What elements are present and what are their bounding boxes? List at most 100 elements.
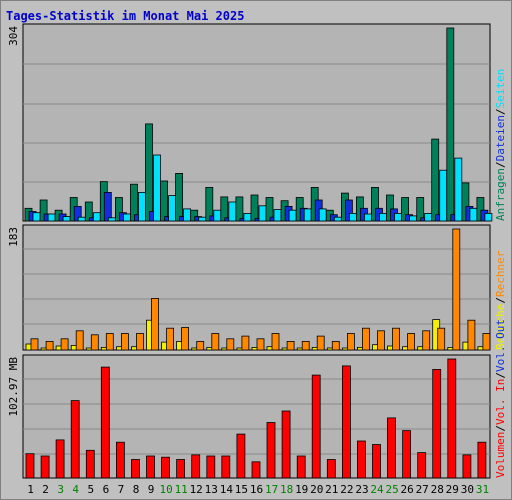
- bar-seiten-day-27: [424, 212, 433, 222]
- bar-anfragen-day-16: [250, 194, 259, 222]
- bar-volumen-day-5: [85, 449, 95, 479]
- bar-anfragen-day-28: [431, 138, 440, 222]
- bar-rechner-day-1: [30, 338, 39, 351]
- bar-volumen-day-23: [356, 440, 366, 479]
- bar-rechner-day-8: [136, 333, 144, 351]
- legend-separator: /: [494, 161, 507, 168]
- bar-rechner-day-18: [286, 340, 295, 351]
- panel-hits-ymax-label: 304: [7, 26, 20, 46]
- bar-seiten-day-16: [258, 205, 267, 222]
- bar-volumen-day-21: [326, 459, 336, 479]
- bar-anfragen-day-8: [130, 183, 138, 222]
- panel-volume-frame: [22, 354, 491, 479]
- x-tick-label-day-30: 30: [461, 483, 474, 496]
- bar-seiten-day-19: [303, 208, 312, 222]
- panel-hits-frame: [22, 23, 491, 222]
- legend-separator: /: [494, 108, 507, 115]
- bar-rechner-day-27: [422, 330, 431, 351]
- bar-anfragen-day-30: [461, 182, 470, 222]
- bar-seiten-day-25: [394, 212, 402, 222]
- bar-rechner-day-24: [377, 330, 385, 351]
- bar-volumen-day-17: [266, 422, 276, 479]
- x-tick-label-day-19: 19: [295, 483, 308, 496]
- bar-anfragen-day-24: [371, 186, 379, 222]
- bar-seiten-day-4: [77, 216, 86, 222]
- panel-hits-legend: Anfragen/Dateien/Seiten: [494, 69, 507, 221]
- bar-rechner-day-20: [316, 335, 325, 351]
- legend-rechner: Rechner: [494, 250, 507, 297]
- bar-volumen-day-10: [161, 456, 171, 479]
- bar-rechner-day-17: [271, 333, 280, 351]
- bar-volumen-day-29: [447, 358, 457, 479]
- bar-volumen-day-11: [176, 459, 186, 479]
- legend-dateien: Dateien: [494, 115, 507, 161]
- x-tick-label-day-7: 7: [118, 483, 125, 496]
- x-tick-label-day-27: 27: [416, 483, 429, 496]
- bar-seiten-day-9: [153, 154, 161, 222]
- legend-seiten: Seiten: [494, 69, 507, 109]
- bar-rechner-day-29: [452, 228, 461, 351]
- legend-separator: /: [494, 372, 507, 379]
- bar-rechner-day-4: [75, 330, 84, 351]
- bar-anfragen-day-5: [84, 201, 93, 222]
- x-tick-label-day-24: 24: [370, 483, 384, 496]
- bar-seiten-day-20: [318, 208, 327, 222]
- x-tick-label-day-31: 31: [476, 483, 489, 496]
- x-tick-label-day-20: 20: [310, 483, 323, 496]
- bar-rechner-day-31: [482, 333, 491, 351]
- panel-hits: 304 Anfragen/Dateien/Seiten: [7, 23, 507, 222]
- bar-rechner-day-10: [166, 327, 175, 351]
- bar-seiten-day-12: [198, 216, 207, 222]
- panel-volume-ymax-label: 102.97 MB: [7, 357, 20, 417]
- x-tick-label-day-6: 6: [103, 483, 110, 496]
- bar-volumen-day-24: [372, 444, 381, 479]
- bar-seiten-day-10: [168, 195, 177, 222]
- x-tick-label-day-26: 26: [400, 483, 413, 496]
- x-tick-label-day-21: 21: [325, 483, 338, 496]
- bar-rechner-day-2: [45, 340, 54, 351]
- x-tick-label-day-22: 22: [340, 483, 353, 496]
- bar-volumen-day-9: [146, 455, 155, 479]
- bar-volumen-day-18: [281, 410, 291, 479]
- panel-visits-legend: Besuche/Rechner: [494, 250, 507, 350]
- x-tick-label-day-18: 18: [280, 483, 293, 496]
- bar-seiten-day-22: [348, 212, 357, 222]
- bar-volumen-day-7: [116, 441, 125, 479]
- bar-seiten-day-17: [273, 209, 282, 222]
- bar-seiten-day-5: [92, 212, 101, 222]
- bar-seiten-day-6: [107, 217, 116, 222]
- bar-volumen-day-3: [55, 439, 65, 479]
- x-tick-label-day-14: 14: [220, 483, 234, 496]
- bar-dateien-day-6: [103, 191, 112, 222]
- x-tick-label-day-25: 25: [385, 483, 398, 496]
- bar-volumen-day-27: [417, 452, 427, 479]
- bar-anfragen-day-7: [115, 197, 123, 222]
- x-tick-label-day-1: 1: [27, 483, 34, 496]
- legend-separator: /: [494, 297, 507, 304]
- bar-volumen-day-2: [40, 455, 50, 479]
- bar-rechner-day-30: [467, 319, 476, 351]
- bar-seiten-day-7: [123, 213, 131, 222]
- legend-besuche: Besuche: [494, 304, 507, 350]
- bar-volumen-day-4: [70, 400, 80, 479]
- bar-anfragen-day-14: [220, 196, 229, 222]
- bar-rechner-day-9: [151, 297, 159, 351]
- bar-anfragen-day-31: [476, 197, 485, 222]
- bar-volumen-day-19: [296, 455, 306, 479]
- bar-anfragen-day-25: [386, 194, 394, 222]
- bar-seiten-day-8: [138, 191, 146, 222]
- panel-visits: 183 Besuche/Rechner: [7, 224, 507, 351]
- bar-rechner-day-23: [361, 327, 370, 351]
- bar-anfragen-day-12: [190, 209, 199, 222]
- bar-anfragen-day-29: [446, 27, 455, 222]
- bar-seiten-day-30: [469, 207, 478, 222]
- bar-seiten-day-29: [454, 157, 463, 222]
- bar-rechner-day-21: [331, 340, 340, 351]
- bar-volumen-day-20: [311, 374, 321, 479]
- legend-separator: /: [494, 425, 507, 432]
- legend-vol_in: Vol. In: [494, 379, 507, 425]
- bar-rechner-day-16: [256, 338, 265, 351]
- x-tick-label-day-3: 3: [57, 483, 64, 496]
